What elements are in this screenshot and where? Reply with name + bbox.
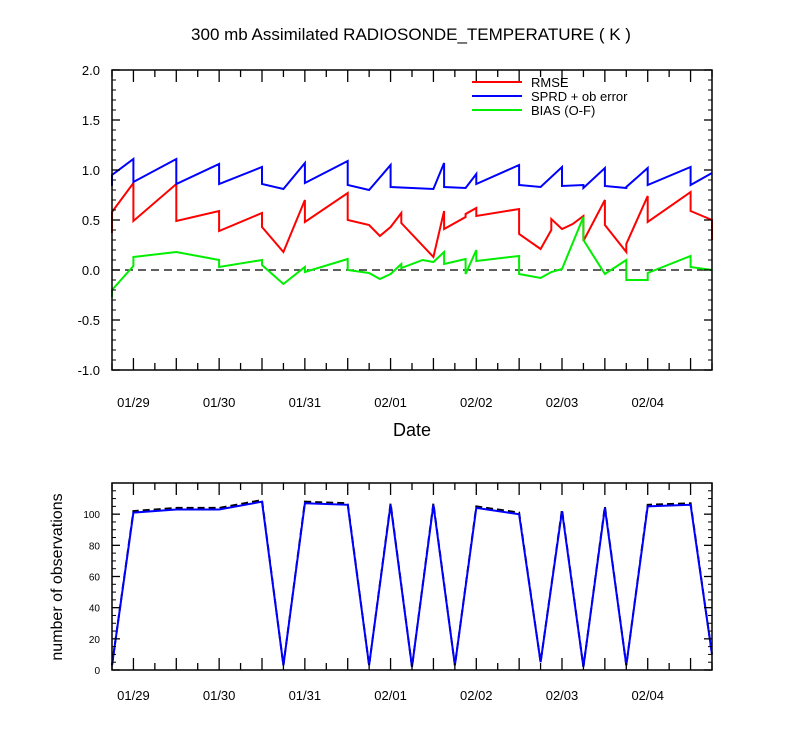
top-y-tick-labels: 2.0 1.5 1.0 0.5 0.0 -0.5 -1.0 [78,63,100,378]
y-tick-label: 20 [89,635,101,646]
series-line-nobs-used [111,500,713,668]
y-axis-label-observations: number of observations [49,493,66,660]
x-tick-label: 02/04 [631,395,664,410]
x-tick-label: 02/03 [546,395,579,410]
top-plot-frame [111,69,713,371]
bottom-axis-ticks [111,483,713,671]
series-line-nobs-possible [111,498,713,668]
bottom-x-tick-labels: 01/29 01/30 01/31 02/01 02/02 02/03 02/04 [117,688,664,703]
x-tick-label: 02/01 [374,688,407,703]
y-tick-label: 0.0 [82,263,100,278]
x-tick-label: 02/02 [460,395,493,410]
y-tick-label: 0.5 [82,213,100,228]
legend-label-rmse: RMSE [531,75,569,90]
y-tick-label: 80 [89,541,101,552]
top-x-tick-labels: 01/29 01/30 01/31 02/01 02/02 02/03 02/04 [117,395,664,410]
top-plot: 2.01.51.00.50.0-0.5-1.0 01/29 01/30 01/31 0… [78,63,713,440]
y-tick-label: 1.0 [82,163,100,178]
legend-label-sprd: SPRD + ob error [531,89,628,104]
bottom-series-group [111,498,713,668]
chart-title: 300 mb Assimilated RADIOSONDE_TEMPERATUR… [191,25,631,44]
series-line-bias [111,216,713,297]
x-tick-label: 02/04 [631,688,664,703]
y-tick-label: 100 [83,510,100,521]
y-tick-label: -1.0 [78,363,100,378]
y-tick-label: -0.5 [78,313,100,328]
y-tick-label: 60 [89,573,101,584]
x-tick-label: 02/01 [374,395,407,410]
legend-label-bias: BIAS (O-F) [531,103,595,118]
bottom-plot-frame [111,482,713,671]
bottom-plot: 100 80 60 40 20 0 01/29 01/30 01/31 02/01 02/02 02… [49,482,713,703]
bottom-y-tick-labels: 100 80 60 40 20 0 [83,510,100,677]
x-tick-label: 01/29 [117,395,150,410]
x-axis-label: Date [393,420,431,440]
top-axis-ticks [111,69,713,371]
y-tick-label: 1.5 [82,113,100,128]
y-tick-label: 2.0 [82,63,100,78]
top-series-group [111,157,713,297]
x-tick-label: 02/02 [460,688,493,703]
x-tick-label: 01/31 [289,688,322,703]
y-tick-label: 40 [89,604,101,615]
series-line-sprd [111,157,713,192]
x-tick-label: 01/30 [203,395,236,410]
x-tick-label: 02/03 [546,688,579,703]
series-line-rmse [111,179,713,260]
x-tick-label: 01/30 [203,688,236,703]
x-tick-label: 01/29 [117,688,150,703]
x-tick-label: 01/31 [289,395,322,410]
y-tick-label: 0 [94,666,100,677]
